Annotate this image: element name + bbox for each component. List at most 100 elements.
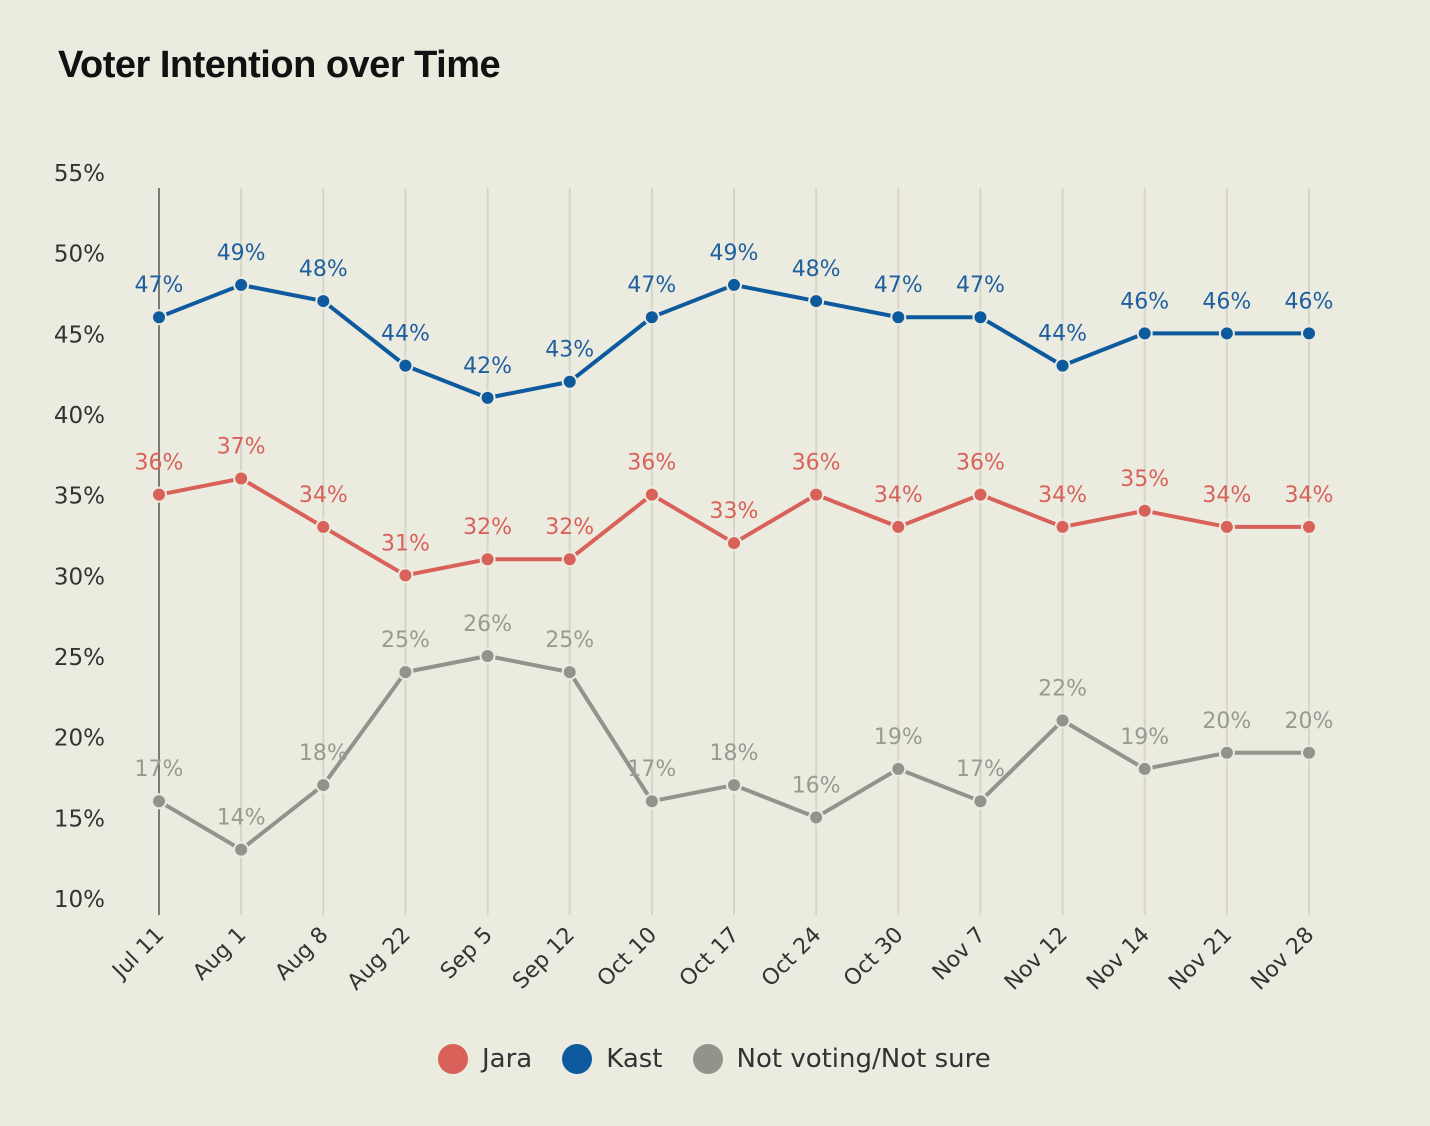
data-point — [1054, 712, 1071, 729]
x-tick-label: Oct 24 — [757, 923, 826, 992]
x-tick-label: Nov 28 — [1246, 923, 1319, 996]
y-tick-label: 15% — [54, 806, 105, 832]
data-point — [1136, 502, 1153, 519]
legend-label: Jara — [482, 1044, 533, 1074]
legend-swatch-icon — [438, 1044, 468, 1074]
data-point — [1136, 325, 1153, 342]
data-point — [1301, 325, 1317, 342]
y-tick-label: 55% — [54, 161, 105, 187]
legend-item: Jara — [438, 1044, 532, 1074]
data-point — [1218, 518, 1235, 535]
y-tick-label: 45% — [54, 322, 105, 348]
y-tick-label: 30% — [54, 564, 105, 590]
data-point — [315, 293, 332, 310]
legend-swatch-icon — [692, 1044, 723, 1074]
y-tick-label: 20% — [54, 726, 105, 752]
data-point — [1301, 518, 1317, 535]
data-point — [561, 373, 578, 390]
x-tick-label: Oct 10 — [593, 923, 662, 992]
x-tick-label: Aug 8 — [271, 923, 334, 986]
data-point — [151, 309, 167, 326]
legend-label: Not voting/Not sure — [736, 1044, 991, 1074]
data-label: 36% — [627, 451, 676, 476]
data-point — [315, 777, 332, 794]
data-label: 17% — [135, 757, 184, 782]
data-label: 44% — [1038, 322, 1087, 347]
legend-item: Kast — [562, 1044, 663, 1074]
data-label: 46% — [1120, 289, 1169, 314]
x-tick-label: Aug 1 — [188, 923, 251, 986]
data-label: 25% — [545, 628, 594, 653]
data-point — [1054, 518, 1071, 535]
data-point — [972, 793, 989, 810]
data-point — [1218, 744, 1235, 761]
data-label: 17% — [956, 757, 1005, 782]
data-label: 34% — [1038, 483, 1087, 508]
legend-item: Not voting/Not sure — [692, 1044, 991, 1074]
data-label: 47% — [135, 273, 184, 298]
data-point — [972, 486, 989, 503]
data-label: 34% — [1285, 483, 1334, 508]
data-label: 25% — [381, 628, 430, 653]
x-tick-label: Oct 17 — [675, 923, 744, 992]
data-point — [233, 841, 250, 858]
data-point — [726, 777, 742, 794]
data-label: 48% — [299, 257, 348, 282]
data-label: 22% — [1038, 677, 1087, 702]
data-point — [233, 470, 250, 487]
x-tick-label: Sep 12 — [508, 923, 580, 995]
data-label: 43% — [545, 338, 594, 363]
legend: Jara Kast Not voting/Not sure — [438, 1044, 1021, 1074]
x-tick-label: Nov 12 — [1000, 923, 1073, 996]
data-point — [1054, 357, 1071, 374]
data-label: 32% — [463, 515, 512, 540]
data-label: 18% — [710, 741, 759, 766]
data-point — [1301, 744, 1317, 761]
data-label: 14% — [217, 806, 266, 831]
data-point — [643, 486, 660, 503]
data-point — [1218, 325, 1235, 342]
data-point — [397, 664, 414, 681]
x-tick-label: Nov 21 — [1164, 923, 1237, 996]
x-tick-label: Aug 22 — [343, 923, 416, 996]
data-label: 48% — [792, 257, 841, 282]
y-tick-label: 25% — [54, 645, 105, 671]
data-label: 33% — [710, 499, 759, 524]
data-label: 49% — [710, 241, 759, 266]
data-label: 47% — [956, 273, 1005, 298]
data-point — [397, 357, 414, 374]
y-tick-label: 10% — [54, 887, 105, 913]
y-tick-label: 35% — [54, 484, 105, 510]
data-point — [151, 793, 167, 810]
data-label: 47% — [874, 273, 923, 298]
data-label: 20% — [1285, 709, 1334, 734]
data-point — [315, 518, 332, 535]
data-label: 46% — [1202, 289, 1251, 314]
data-label: 35% — [1120, 467, 1169, 492]
x-tick-label: Jul 11 — [107, 923, 170, 986]
y-tick-label: 40% — [54, 403, 105, 429]
data-label: 34% — [1202, 483, 1251, 508]
legend-label: Kast — [606, 1044, 663, 1074]
data-label: 46% — [1285, 289, 1334, 314]
data-point — [726, 276, 742, 293]
data-label: 47% — [627, 273, 676, 298]
data-label: 44% — [381, 322, 430, 347]
data-point — [233, 276, 250, 293]
data-point — [1136, 760, 1153, 777]
data-label: 32% — [545, 515, 594, 540]
legend-swatch-icon — [562, 1044, 593, 1074]
x-tick-label: Nov 7 — [928, 923, 991, 986]
data-label: 19% — [874, 725, 923, 750]
data-label: 37% — [217, 435, 266, 460]
data-point — [397, 567, 414, 584]
data-point — [561, 551, 578, 568]
data-label: 20% — [1202, 709, 1251, 734]
data-label: 42% — [463, 354, 512, 379]
data-label: 34% — [299, 483, 348, 508]
x-tick-label: Oct 30 — [839, 923, 908, 992]
data-point — [890, 760, 907, 777]
data-point — [561, 664, 578, 681]
data-point — [890, 309, 907, 326]
